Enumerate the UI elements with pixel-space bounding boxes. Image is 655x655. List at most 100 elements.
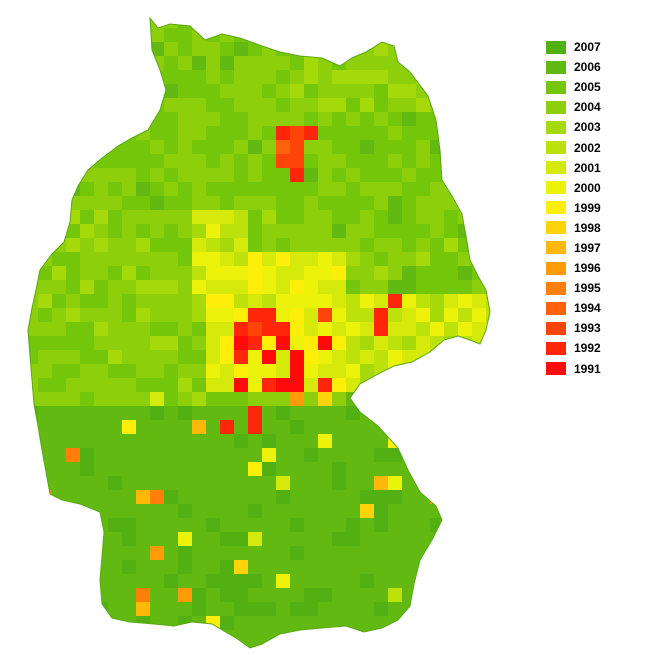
map-cell (38, 378, 53, 393)
map-cell (206, 18, 221, 29)
map-cell (108, 378, 123, 393)
map-cell (388, 280, 403, 295)
map-cell (332, 476, 347, 491)
map-cell (28, 644, 39, 648)
map-cell (234, 112, 249, 127)
map-cell (248, 266, 263, 281)
map-cell (206, 294, 221, 309)
map-cell (80, 532, 95, 547)
map-cell (220, 476, 235, 491)
map-cell (38, 392, 53, 407)
map-cell (290, 140, 305, 155)
map-cell (164, 168, 179, 183)
map-cell (248, 322, 263, 337)
map-cell (332, 84, 347, 99)
map-cell (262, 532, 277, 547)
map-cell (304, 252, 319, 267)
map-cell (94, 18, 109, 29)
map-cell (416, 518, 431, 533)
map-cell (94, 644, 109, 648)
map-cell (150, 252, 165, 267)
map-cell (304, 490, 319, 505)
map-cell (472, 126, 487, 141)
map-cell (430, 112, 445, 127)
map-cell (28, 322, 39, 337)
map-cell (262, 112, 277, 127)
map-cell (416, 196, 431, 211)
map-cell (248, 224, 263, 239)
map-cell (80, 98, 95, 113)
map-cell (458, 574, 473, 589)
map-cell (402, 602, 417, 617)
map-cell (374, 532, 389, 547)
map-cell (402, 546, 417, 561)
map-cell (262, 294, 277, 309)
map-cell (220, 196, 235, 211)
map-cell (458, 406, 473, 421)
map-cell (486, 518, 490, 533)
map-cell (332, 238, 347, 253)
map-cell (234, 588, 249, 603)
map-cell (122, 98, 137, 113)
map-cell (192, 420, 207, 435)
map-cell (304, 308, 319, 323)
map-cell (276, 504, 291, 519)
map-cell (402, 28, 417, 43)
map-cell (38, 602, 53, 617)
map-cell (28, 434, 39, 449)
map-cell (444, 154, 459, 169)
map-cell (178, 490, 193, 505)
map-cell (94, 308, 109, 323)
map-cell (220, 322, 235, 337)
map-cell (178, 168, 193, 183)
map-cell (416, 280, 431, 295)
map-cell (486, 462, 490, 477)
map-cell (122, 308, 137, 323)
map-cell (290, 98, 305, 113)
map-cell (332, 182, 347, 197)
map-cell (38, 28, 53, 43)
map-cell (178, 630, 193, 645)
map-cell (458, 588, 473, 603)
map-cell (374, 490, 389, 505)
map-cell (122, 490, 137, 505)
map-cell (136, 392, 151, 407)
map-cell (332, 588, 347, 603)
map-cell (290, 280, 305, 295)
map-cell (332, 154, 347, 169)
map-cell (388, 406, 403, 421)
map-cell (416, 574, 431, 589)
map-cell (360, 154, 375, 169)
map-cell (472, 378, 487, 393)
map-cell (164, 616, 179, 631)
map-cell (52, 392, 67, 407)
map-cell (28, 350, 39, 365)
map-cell (108, 266, 123, 281)
map-cell (80, 350, 95, 365)
map-cell (374, 168, 389, 183)
year-legend: 2007 2006 2005 2004 2003 2002 2001 2000 1999 1998… (546, 37, 601, 379)
map-cell (346, 434, 361, 449)
map-cell (52, 112, 67, 127)
map-cell (416, 308, 431, 323)
map-cell (486, 364, 490, 379)
map-cell (346, 154, 361, 169)
map-cell (136, 574, 151, 589)
map-cell (304, 602, 319, 617)
map-cell (458, 644, 473, 648)
map-cell (94, 392, 109, 407)
map-cell (374, 518, 389, 533)
map-cell (248, 126, 263, 141)
map-cell (416, 630, 431, 645)
map-cell (192, 378, 207, 393)
map-cell (472, 420, 487, 435)
map-cell (458, 140, 473, 155)
map-cell (94, 56, 109, 71)
map-cell (122, 364, 137, 379)
map-cell (416, 42, 431, 57)
map-cell (38, 84, 53, 99)
map-cell (206, 364, 221, 379)
map-cell (402, 420, 417, 435)
map-cell (150, 140, 165, 155)
map-cell (346, 98, 361, 113)
